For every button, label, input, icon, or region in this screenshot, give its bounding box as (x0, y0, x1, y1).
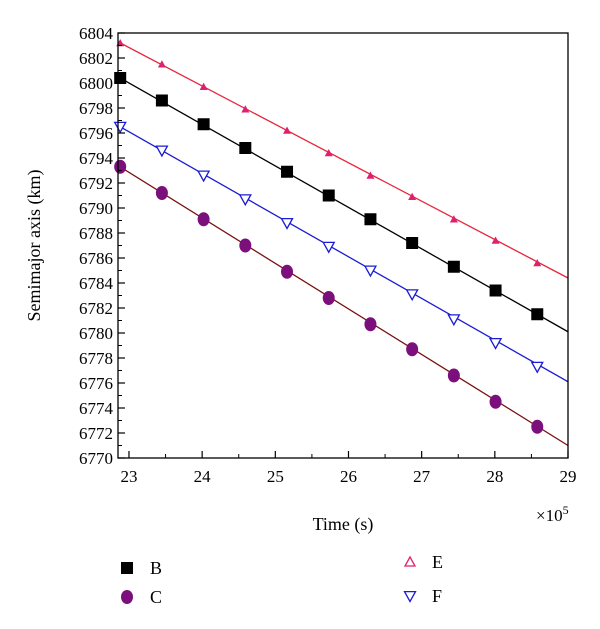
point-e (157, 60, 166, 68)
legend-marker (121, 562, 133, 574)
legend-marker (121, 590, 133, 604)
point-e (533, 259, 542, 267)
point-c (322, 291, 335, 305)
legend-label: F (432, 586, 442, 606)
point-e (324, 149, 333, 157)
y-tick-label: 6798 (79, 99, 113, 118)
y-tick-label: 6790 (79, 199, 113, 218)
y-tick-label: 6770 (79, 449, 113, 468)
point-c (239, 238, 252, 253)
point-c (406, 342, 419, 357)
y-tick-label: 6800 (79, 74, 113, 93)
point-b (197, 118, 210, 131)
point-c (447, 368, 460, 383)
point-c (155, 186, 168, 200)
y-tick-label: 6786 (79, 249, 113, 268)
point-b (114, 72, 127, 84)
point-e (408, 192, 417, 200)
point-f (488, 337, 503, 350)
point-c (364, 317, 377, 332)
x-tick-label: 24 (194, 467, 212, 486)
point-b (364, 213, 377, 226)
y-axis-ticks: 6770 6772 6774 6776 6778 6780 6782 6784 6786 6788… (79, 24, 125, 468)
legend-marker (403, 590, 417, 603)
point-f (155, 145, 169, 158)
legend-label: B (150, 558, 162, 578)
y-tick-label: 6796 (79, 124, 113, 143)
point-f (363, 265, 378, 278)
x-axis-ticks: 23 24 25 26 27 28 29 (120, 451, 577, 486)
point-f (447, 314, 461, 327)
point-b (447, 260, 460, 273)
point-b (155, 94, 168, 107)
point-e (241, 105, 250, 113)
point-c (531, 419, 544, 434)
legend-marker (403, 555, 417, 567)
legend-entry-e: E (403, 552, 443, 572)
legend-entry-c: C (121, 587, 162, 607)
point-e (491, 236, 500, 244)
x-tick-label: 23 (120, 467, 137, 486)
y-tick-label: 6804 (79, 24, 114, 43)
plot-frame (117, 32, 569, 459)
x-multiplier-exponent: 5 (563, 503, 569, 517)
point-f (280, 217, 294, 230)
point-f (405, 289, 419, 302)
x-tick-label: 26 (340, 467, 357, 486)
point-f (322, 241, 336, 254)
y-tick-label: 6784 (79, 274, 114, 293)
legend-label: E (432, 552, 443, 572)
point-b (531, 308, 544, 321)
y-tick-label: 6778 (79, 349, 113, 368)
y-tick-label: 6774 (79, 399, 114, 418)
point-b (406, 237, 419, 249)
legend-entry-b: B (121, 558, 162, 578)
fit-line-f (117, 124, 569, 383)
y-tick-label: 6776 (79, 374, 113, 393)
point-b (239, 142, 252, 154)
x-multiplier-base: ×10 (536, 506, 563, 525)
point-f (530, 361, 544, 374)
legend-label: C (150, 587, 162, 607)
point-e (283, 126, 292, 134)
point-e (449, 215, 458, 223)
x-tick-label: 25 (267, 467, 284, 486)
point-f (113, 121, 127, 134)
x-tick-label: 27 (413, 467, 431, 486)
point-c (281, 264, 294, 279)
fit-lines (117, 41, 569, 447)
legend: BC EF (121, 552, 443, 607)
point-c (197, 212, 210, 227)
point-b (322, 189, 335, 202)
y-tick-label: 6788 (79, 224, 113, 243)
y-tick-label: 6794 (79, 149, 114, 168)
data-markers (113, 39, 544, 434)
point-e (366, 171, 375, 179)
point-f (197, 170, 211, 183)
point-f (238, 194, 252, 207)
y-tick-label: 6792 (79, 174, 113, 193)
point-b (489, 284, 502, 297)
y-tick-label: 6772 (79, 424, 113, 443)
y-axis-title: Semimajor axis (km) (24, 170, 45, 322)
x-axis-multiplier: ×105 (536, 503, 569, 525)
y-tick-label: 6782 (79, 299, 113, 318)
x-axis-title: Time (s) (313, 514, 374, 535)
x-tick-label: 28 (486, 467, 503, 486)
y-tick-label: 6802 (79, 49, 113, 68)
x-tick-label: 29 (560, 467, 577, 486)
point-e (199, 82, 208, 90)
point-b (281, 165, 294, 178)
y-tick-label: 6780 (79, 324, 113, 343)
point-c (114, 159, 127, 174)
legend-entry-f: F (403, 586, 442, 606)
point-c (489, 394, 502, 409)
fit-line-e (117, 41, 569, 279)
